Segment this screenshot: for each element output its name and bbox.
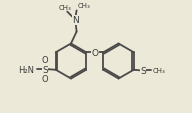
Text: H₂N: H₂N xyxy=(18,65,34,74)
Text: O: O xyxy=(42,74,49,83)
Text: CH₃: CH₃ xyxy=(77,3,90,9)
Text: N: N xyxy=(72,16,79,25)
Text: CH₃: CH₃ xyxy=(59,5,72,11)
Text: S: S xyxy=(140,66,146,75)
Text: O: O xyxy=(42,56,49,65)
Text: O: O xyxy=(91,48,98,57)
Text: CH₃: CH₃ xyxy=(152,68,165,74)
Text: S: S xyxy=(42,65,48,74)
